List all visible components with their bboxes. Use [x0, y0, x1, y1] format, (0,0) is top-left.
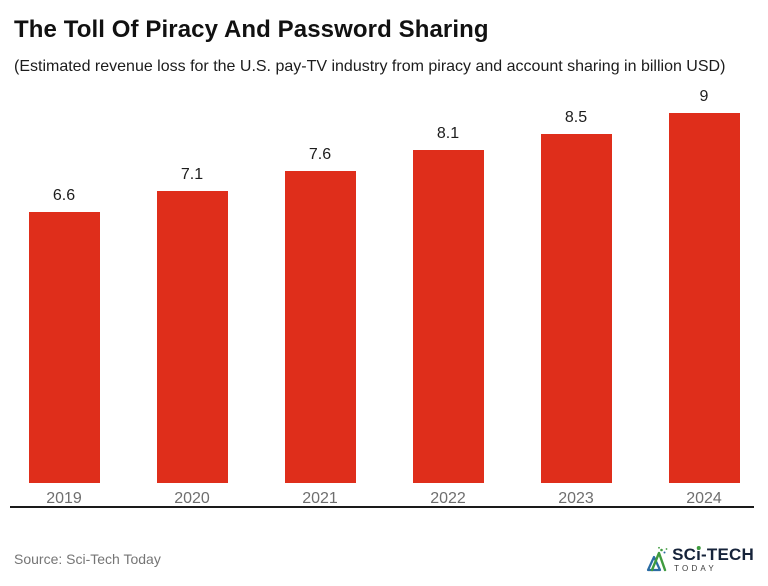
x-axis-line	[10, 506, 754, 508]
source-text: Source: Sci-Tech Today	[14, 551, 161, 567]
bar	[28, 212, 100, 483]
chart-footer: Source: Sci-Tech Today SCi-TECH TODAY	[0, 540, 768, 586]
x-axis-labels: 2019 2020 2021 2022 2023 2024	[0, 483, 768, 508]
chart-title: The Toll Of Piracy And Password Sharing	[14, 16, 489, 43]
bar-column: 8.1	[384, 125, 512, 483]
bar-value-label: 7.1	[180, 166, 204, 183]
bar-column: 7.6	[256, 146, 384, 483]
scitech-logo-wordmark: SCi-TECH	[672, 544, 754, 564]
x-tick-label: 2022	[430, 490, 466, 507]
scitech-logo-text: SCi-TECH TODAY	[672, 546, 754, 573]
bar-column: 6.6	[0, 187, 128, 483]
chart-subtitle: (Estimated revenue loss for the U.S. pay…	[14, 58, 726, 75]
x-tick-label: 2020	[174, 490, 210, 507]
x-tick-label: 2019	[46, 490, 82, 507]
bars-area: 6.6 7.1 7.6 8.1 8.5 9	[0, 87, 768, 483]
x-tick-label: 2021	[302, 490, 338, 507]
scitech-logo: SCi-TECH TODAY	[645, 546, 754, 573]
bar-value-label: 8.1	[436, 125, 460, 142]
bar-value-label: 9	[699, 88, 709, 105]
bar-column: 9	[640, 88, 768, 483]
bar-chart: 6.6 7.1 7.6 8.1 8.5 9 2019 2020 2021 2022 2023 202…	[0, 87, 768, 508]
scitech-logo-icon	[646, 546, 668, 571]
bar	[412, 150, 484, 483]
bar	[668, 113, 740, 483]
x-tick-label: 2023	[558, 490, 594, 507]
chart-header: The Toll Of Piracy And Password Sharing …	[0, 0, 768, 78]
bar	[284, 171, 356, 483]
bar-value-label: 7.6	[308, 146, 332, 163]
bar-column: 8.5	[512, 109, 640, 483]
bar-column: 7.1	[128, 166, 256, 483]
bar	[156, 191, 228, 483]
bar-value-label: 6.6	[52, 187, 76, 204]
scitech-logo-today: TODAY	[674, 563, 717, 573]
bar	[540, 134, 612, 483]
x-tick-label: 2024	[686, 490, 722, 507]
bar-value-label: 8.5	[564, 109, 588, 126]
